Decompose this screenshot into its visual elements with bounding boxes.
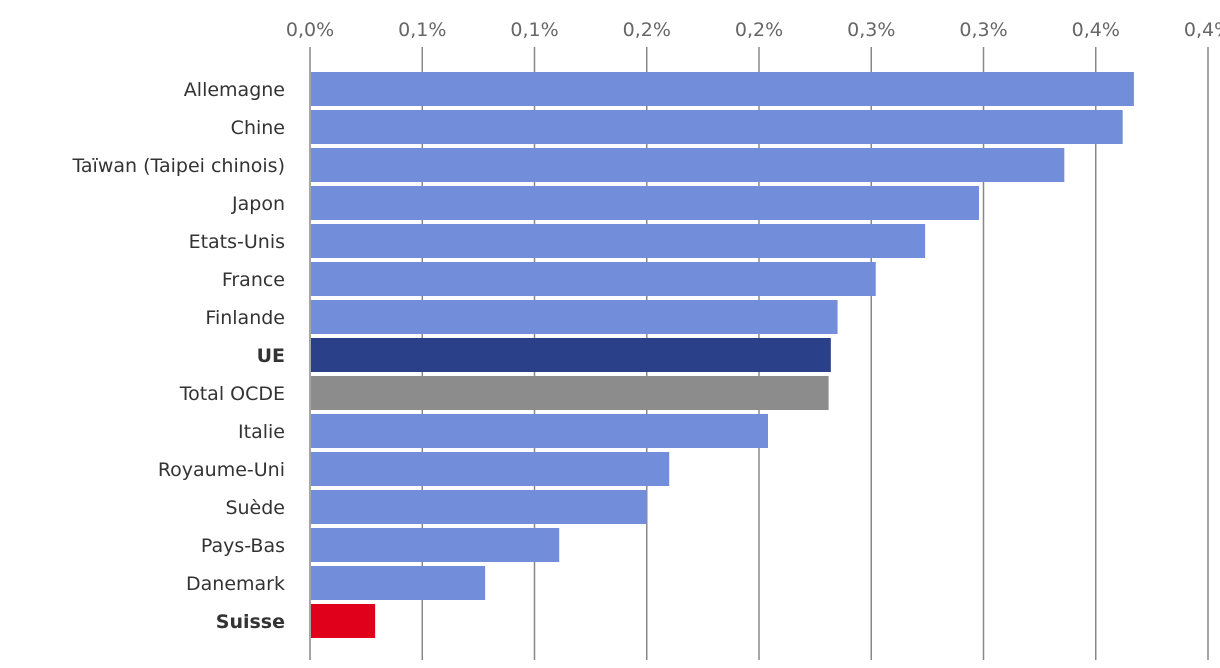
category-label: Italie (238, 421, 285, 443)
x-tick-label: 0,0% (286, 19, 334, 41)
category-label: UE (257, 345, 285, 367)
bar-total-ocde (311, 376, 829, 410)
category-label: Royaume-Uni (158, 459, 285, 481)
category-label: Suède (225, 497, 285, 519)
x-tick-label: 0,2% (735, 19, 783, 41)
category-label: France (222, 269, 285, 291)
category-label: Suisse (216, 611, 285, 633)
bar-finlande (311, 300, 838, 334)
bar-etats-unis (311, 224, 926, 258)
bar-allemagne (311, 72, 1134, 106)
bar-pays-bas (311, 528, 560, 562)
bar-chine (311, 110, 1123, 144)
x-tick-label: 0,3% (847, 19, 895, 41)
x-tick-label: 0,4% (1184, 19, 1220, 41)
bar-japon (311, 186, 980, 220)
category-label: Japon (231, 193, 285, 215)
bar-royaume-uni (311, 452, 670, 486)
bar-ta-wan-taipei-chinois- (311, 148, 1065, 182)
category-label: Allemagne (184, 79, 285, 101)
category-label: Danemark (186, 573, 285, 595)
x-tick-label: 0,4% (1072, 19, 1120, 41)
bar-su-de (311, 490, 647, 524)
bar-suisse (311, 604, 376, 638)
bar-ue (311, 338, 831, 372)
category-label: Pays-Bas (201, 535, 285, 557)
x-tick-label: 0,2% (623, 19, 671, 41)
x-tick-label: 0,3% (959, 19, 1007, 41)
x-tick-label: 0,1% (510, 19, 558, 41)
category-label: Etats-Unis (189, 231, 285, 253)
x-tick-label: 0,1% (398, 19, 446, 41)
bar-italie (311, 414, 768, 448)
bar-danemark (311, 566, 486, 600)
category-label: Total OCDE (179, 383, 285, 405)
category-label: Taïwan (Taipei chinois) (71, 155, 285, 177)
category-label: Chine (231, 117, 285, 139)
bar-france (311, 262, 876, 296)
category-label: Finlande (205, 307, 285, 329)
